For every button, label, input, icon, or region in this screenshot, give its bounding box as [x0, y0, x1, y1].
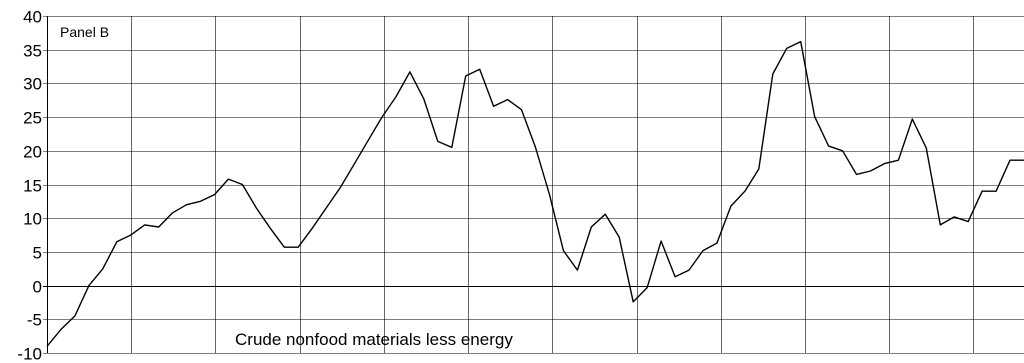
chart-annotation: Crude nonfood materials less energy: [235, 330, 513, 349]
y-tick-label: 0: [33, 278, 42, 297]
y-tick-label: 35: [23, 42, 42, 61]
grid: [43, 16, 1024, 354]
y-tick-label: 30: [23, 75, 42, 94]
y-axis-tick-labels: -10 -5 0 5 10 15 20 25 30 35 40: [17, 8, 42, 363]
panel-label-box: Panel B: [55, 21, 123, 42]
y-tick-label: 40: [23, 8, 42, 27]
y-tick-label: 10: [23, 210, 42, 229]
series-line-0: [46, 40, 1024, 347]
y-tick-label: -10: [17, 345, 42, 363]
y-tick-label: 25: [23, 109, 42, 128]
y-tick-label: 15: [23, 177, 42, 196]
data-series: [46, 40, 1024, 347]
y-tick-label: 20: [23, 143, 42, 162]
y-tick-label: 5: [33, 244, 42, 263]
panel-label: Panel B: [60, 24, 109, 40]
y-tick-label: -5: [27, 311, 42, 330]
